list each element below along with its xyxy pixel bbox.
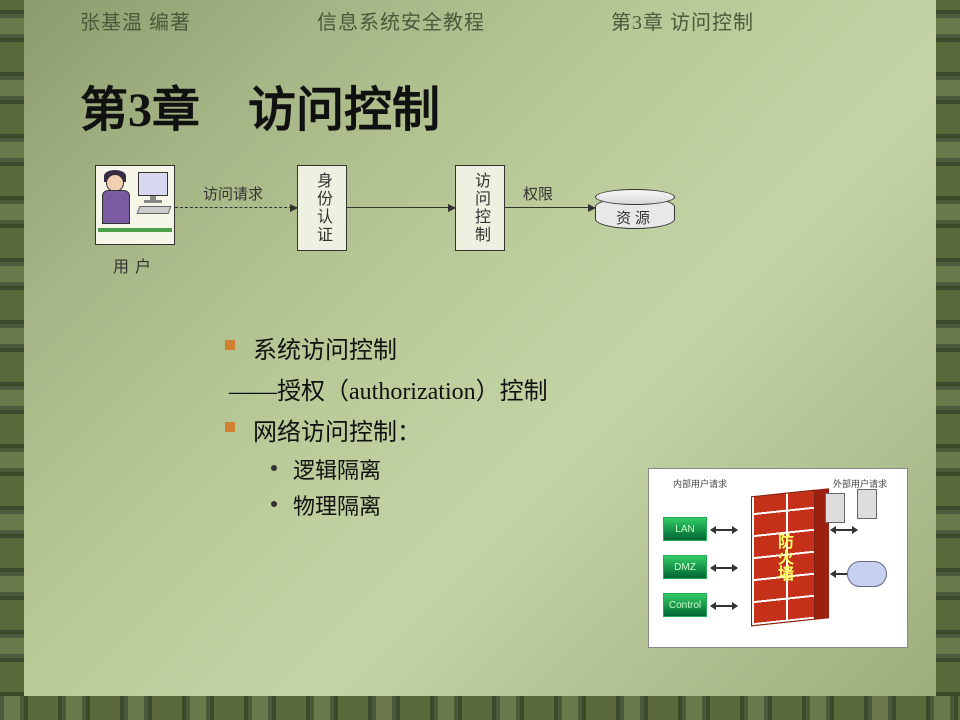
- node-authentication: 身份认证: [297, 165, 347, 251]
- firewall-wall-label: 防火墙: [771, 533, 795, 581]
- firewall-illustration: 内部用户请求 外部用户请求 LAN DMZ Control 防火墙: [648, 468, 908, 648]
- fw-arrow-2: [711, 567, 737, 569]
- fw-server-icon-1: [825, 493, 845, 523]
- permission-label: 权限: [523, 183, 553, 204]
- fw-top-left-label: 内部用户请求: [673, 477, 727, 490]
- bullet-2: 网络访问控制：: [225, 412, 548, 447]
- resource-db-icon: 资源: [595, 189, 675, 235]
- fw-arrow-1: [711, 529, 737, 531]
- bullet-1-text: 系统访问控制: [253, 330, 397, 365]
- arrow-request: [175, 207, 297, 208]
- request-label: 访问请求: [203, 183, 263, 204]
- header-center: 信息系统安全教程: [317, 6, 485, 35]
- bullet-content: 系统访问控制 ——授权（authorization）控制 网络访问控制： 逻辑隔…: [225, 330, 548, 525]
- bullet-2-item-1-text: 逻辑隔离: [293, 453, 381, 485]
- slide-header: 张基温 编著 信息系统安全教程 第3章 访问控制: [0, 6, 960, 35]
- ornamental-border-left: [0, 0, 24, 720]
- arrow-auth-to-ac: [347, 207, 455, 208]
- ornamental-border-bottom: [0, 696, 960, 720]
- bullet-2-text: 网络访问控制：: [253, 412, 421, 447]
- fw-lan-box-1: LAN: [663, 517, 707, 541]
- fw-lan-box-2: DMZ: [663, 555, 707, 579]
- bullet-2-item-2-text: 物理隔离: [293, 489, 381, 521]
- header-left: 张基温 编著: [80, 6, 191, 35]
- access-control-flow-diagram: 用户 访问请求 身份认证 访问控制 权限 资源: [95, 165, 715, 295]
- fw-arrow-r1: [831, 529, 857, 531]
- user-label: 用户: [95, 253, 175, 277]
- slide-title: 第3章 访问控制: [80, 70, 440, 140]
- bullet-dot-icon: [271, 501, 277, 507]
- bullet-1-sub: ——授权（authorization）控制: [229, 371, 548, 406]
- header-right: 第3章 访问控制: [611, 6, 754, 35]
- bullet-square-icon: [225, 422, 235, 432]
- arrow-permission: [505, 207, 595, 208]
- fw-arrow-3: [711, 605, 737, 607]
- bullet-2-item-1: 逻辑隔离: [271, 453, 548, 485]
- fw-cloud-icon: [847, 561, 887, 587]
- user-icon: [95, 165, 175, 245]
- ornamental-border-right: [936, 0, 960, 720]
- fw-server-icon-2: [857, 489, 877, 519]
- resource-label: 资源: [595, 207, 675, 228]
- bullet-2-item-2: 物理隔离: [271, 489, 548, 521]
- fw-lan-box-3: Control: [663, 593, 707, 617]
- bullet-dot-icon: [271, 465, 277, 471]
- bullet-square-icon: [225, 340, 235, 350]
- node-access-control: 访问控制: [455, 165, 505, 251]
- bullet-1: 系统访问控制: [225, 330, 548, 365]
